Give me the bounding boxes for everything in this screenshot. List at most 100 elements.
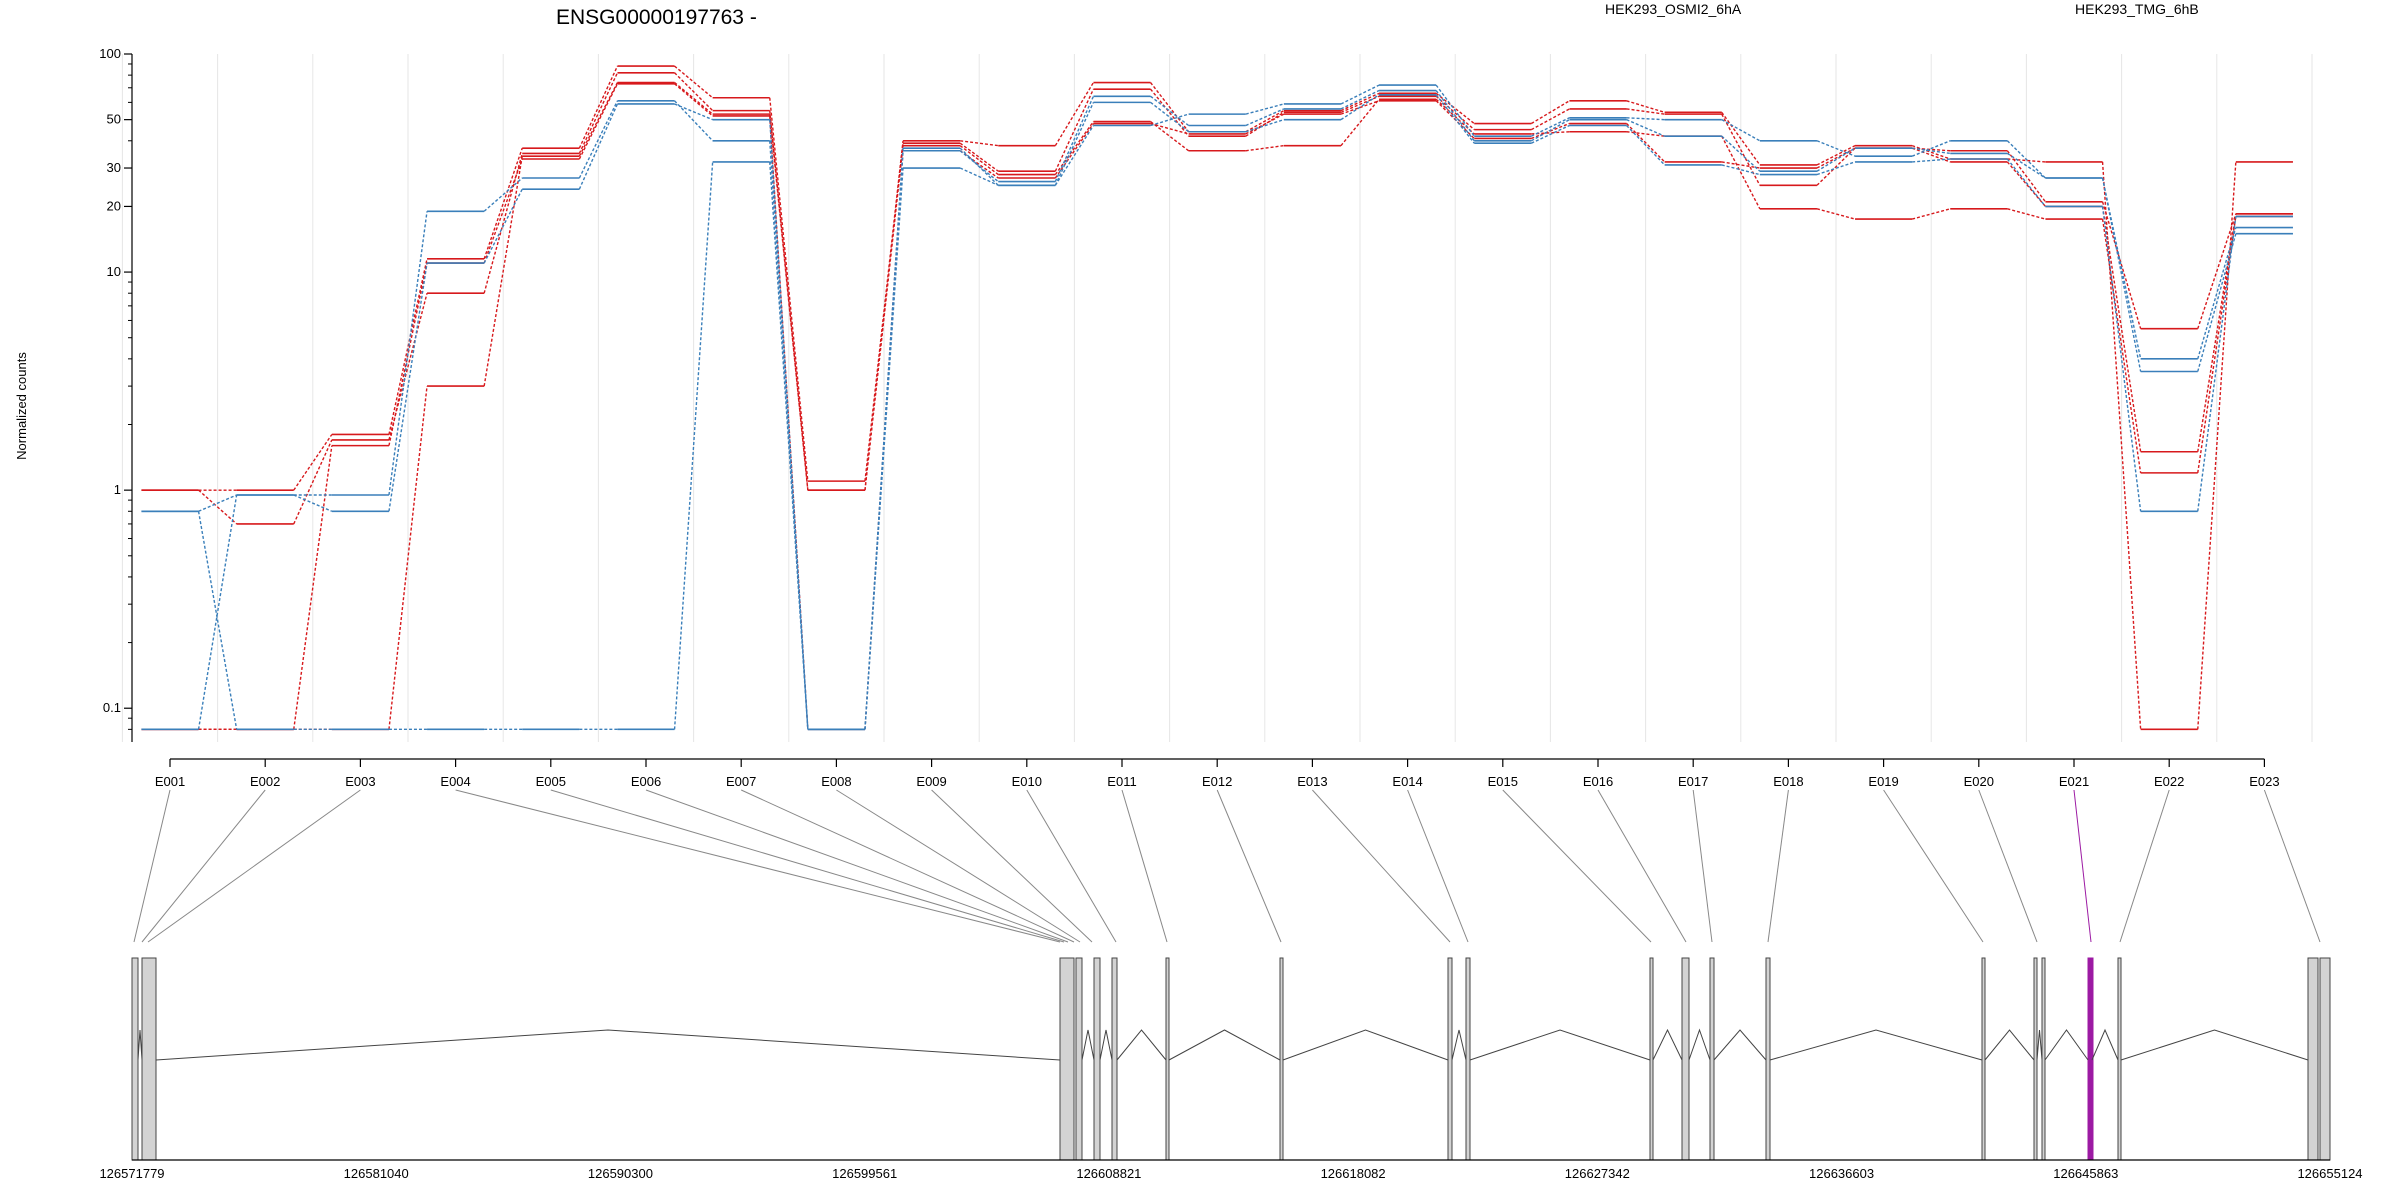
intron-line — [2120, 1029, 2309, 1061]
series-transition — [1626, 125, 1666, 166]
series-transition — [1245, 110, 1285, 133]
series-transition — [2101, 206, 2142, 452]
series-transition — [1626, 117, 1665, 121]
series-transition — [1721, 164, 1761, 176]
series-line — [141, 93, 2293, 731]
exon-block — [2307, 957, 2319, 1161]
series-transition — [1721, 119, 1761, 142]
series-transition — [1816, 147, 1856, 172]
series-transition — [1150, 122, 1189, 135]
exon-block — [131, 957, 139, 1161]
x-tick-label: E022 — [2154, 774, 2184, 789]
series-transition — [2197, 213, 2237, 452]
series-line — [141, 83, 2293, 731]
series-transition — [1816, 161, 1856, 176]
y-tick-label: 50 — [107, 112, 121, 127]
series-transition — [1340, 89, 1380, 110]
series-transition — [674, 65, 714, 99]
x-tick-label: E006 — [631, 774, 661, 789]
intron-line — [2091, 1028, 2119, 1061]
series-transition — [864, 148, 904, 730]
x-tick-label: E016 — [1583, 774, 1613, 789]
intron-line — [1688, 1028, 1711, 1061]
exon-connector — [2073, 789, 2092, 943]
series-transition — [1435, 95, 1475, 131]
series-transition — [483, 177, 523, 212]
exon-connector — [1692, 789, 1713, 943]
series-transition — [2007, 208, 2046, 220]
series-transition — [2006, 152, 2046, 179]
series-transition — [1911, 147, 1951, 163]
series-transition — [1054, 95, 1095, 182]
series-transition — [197, 511, 238, 730]
series-transition — [2197, 227, 2237, 360]
intron-line — [1081, 1029, 1095, 1061]
series-line — [141, 65, 2293, 731]
series-transition — [1054, 123, 1095, 179]
series-transition — [578, 65, 619, 149]
series-transition — [2101, 201, 2142, 329]
intron-line — [1984, 1029, 2035, 1061]
series-transition — [1721, 161, 1760, 169]
exon-connector — [147, 789, 361, 943]
series-transition — [1150, 101, 1190, 133]
intron-line — [155, 1029, 1061, 1061]
exon-connector — [550, 789, 1065, 943]
x-tick-label: E011 — [1107, 774, 1136, 789]
series-line — [141, 89, 2293, 731]
coordinate-label: 126618082 — [1321, 1166, 1386, 1181]
x-tick-label: E015 — [1488, 774, 1518, 789]
series-transition — [959, 167, 999, 186]
axes: 0.1 1 10 20 30 50 100 E001 E002 E003 E004 E005 E006 E… — [99, 46, 2279, 789]
series-transition — [578, 100, 619, 179]
x-tick-label: E007 — [726, 774, 756, 789]
coordinate-label: 126590300 — [588, 1166, 653, 1181]
series-transition — [959, 150, 999, 183]
x-tick-label: E004 — [440, 774, 470, 789]
series-transition — [1435, 92, 1475, 125]
series-transition — [1340, 84, 1380, 105]
exon-connector — [455, 789, 1061, 943]
series-transition — [1435, 84, 1475, 137]
series-transition — [483, 188, 523, 264]
exon-block — [1165, 957, 1170, 1161]
series-transition — [674, 72, 714, 112]
x-tick-label: E005 — [536, 774, 566, 789]
series-transition — [1150, 82, 1190, 133]
series-transition — [388, 211, 428, 496]
x-tick-label: E020 — [1964, 774, 1994, 789]
y-tick-label: 10 — [107, 264, 121, 279]
series-transition — [1626, 100, 1665, 114]
series-transition — [2006, 158, 2046, 207]
exon-block — [2041, 957, 2046, 1161]
intron-line — [2036, 1029, 2043, 1061]
series-transition — [1435, 94, 1475, 144]
exon-block — [2319, 957, 2331, 1161]
exon-connector — [1312, 789, 1451, 943]
exon-connector — [1597, 789, 1687, 943]
series-transition — [1816, 145, 1856, 166]
y-axis-label: Normalized counts — [14, 352, 29, 460]
x-tick-label: E012 — [1202, 774, 1232, 789]
exon-connector — [740, 789, 1075, 943]
series-transition — [1626, 119, 1665, 137]
series-line — [141, 81, 2293, 731]
series-transition — [1911, 144, 1951, 160]
series-transition — [1150, 95, 1190, 127]
series-transition — [293, 439, 333, 525]
series-transition — [1816, 140, 1856, 157]
series-transition — [1721, 135, 1761, 172]
coordinate-label: 126627342 — [1565, 1166, 1630, 1181]
series-transition — [1912, 158, 1951, 163]
series-transition — [1816, 208, 1856, 220]
exon-connector — [1407, 789, 1469, 943]
series-transition — [674, 103, 713, 121]
intron-line — [1469, 1029, 1651, 1061]
x-tick-label: E010 — [1012, 774, 1042, 789]
series-transition — [2101, 206, 2142, 512]
series-transition — [769, 119, 809, 730]
series-transition — [293, 445, 333, 730]
series-transition — [1245, 118, 1285, 133]
exon-connector — [1502, 789, 1652, 943]
series-transition — [1531, 108, 1570, 131]
